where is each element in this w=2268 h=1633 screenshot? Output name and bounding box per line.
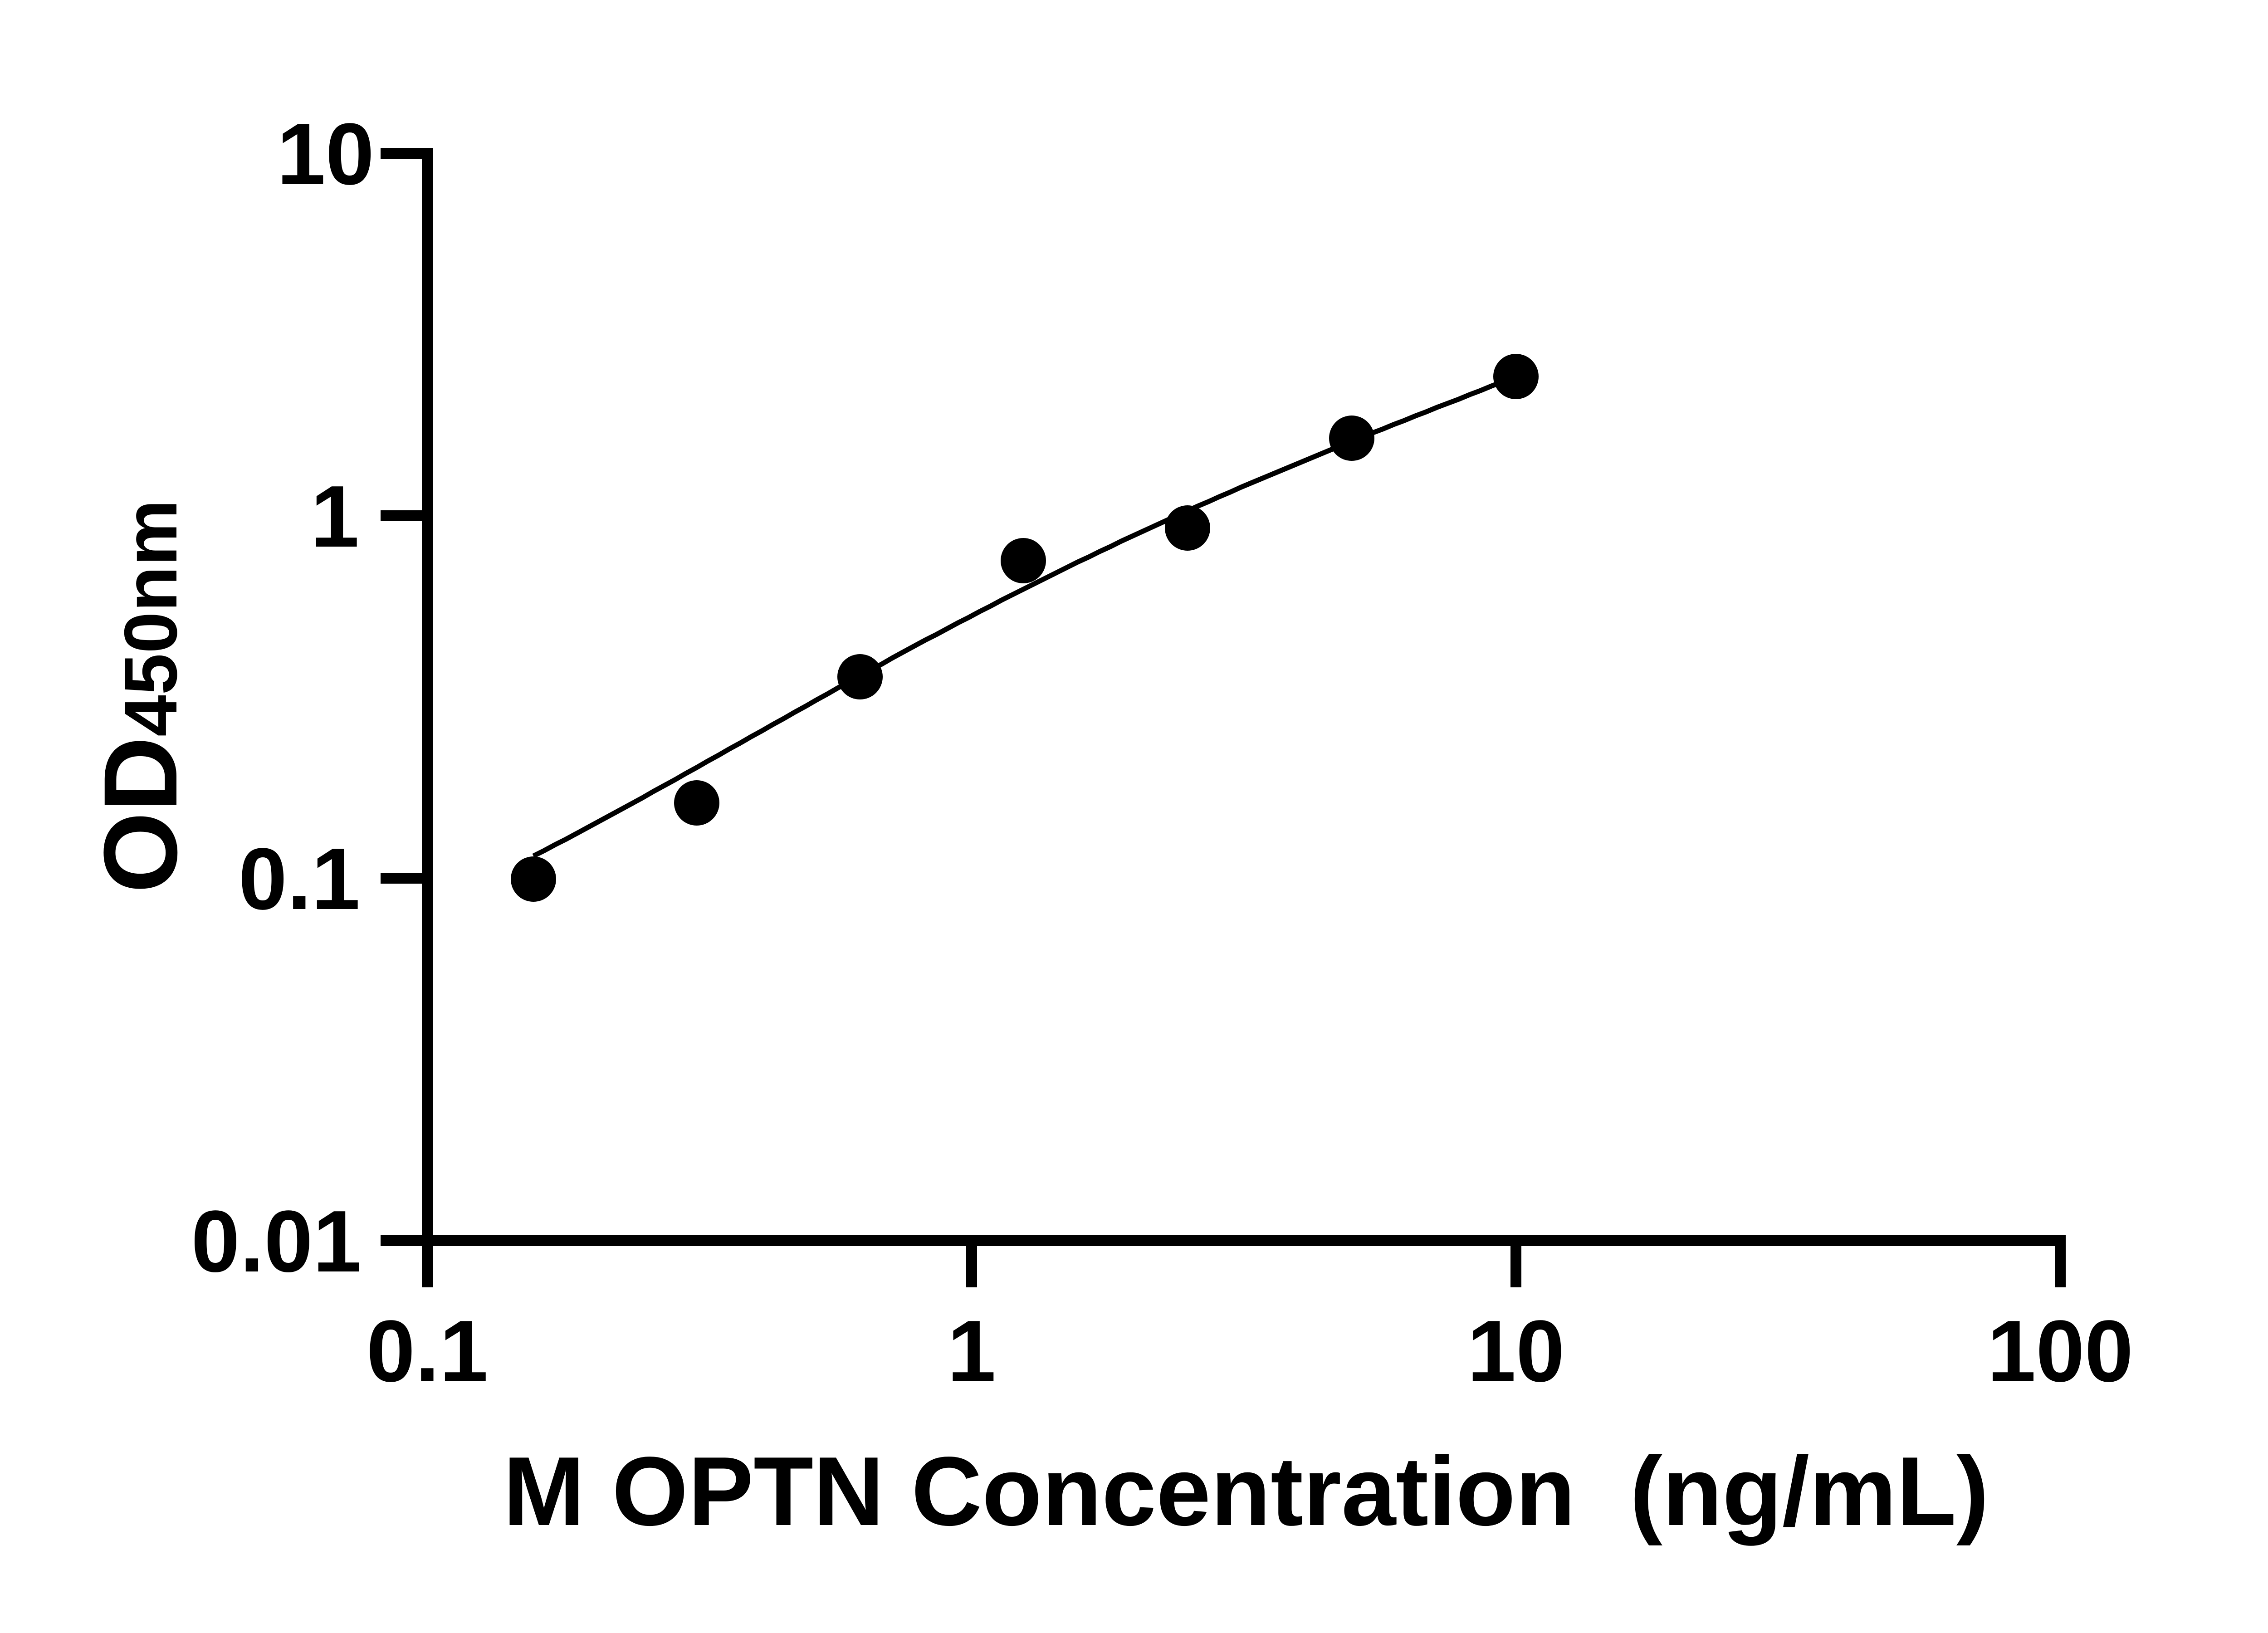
- svg-text:100: 100: [1987, 1302, 2133, 1400]
- svg-text:OD450nm: OD450nm: [82, 499, 199, 893]
- svg-text:10: 10: [1467, 1302, 1565, 1400]
- svg-text:0.1: 0.1: [239, 830, 360, 928]
- svg-text:0.01: 0.01: [191, 1192, 362, 1290]
- svg-text:0.1: 0.1: [367, 1302, 488, 1400]
- svg-text:10: 10: [277, 105, 374, 203]
- svg-text:1: 1: [311, 467, 359, 565]
- svg-text:M OPTN Concentration (ng/mL): M OPTN Concentration (ng/mL): [503, 1436, 1989, 1546]
- svg-text:1: 1: [947, 1302, 996, 1400]
